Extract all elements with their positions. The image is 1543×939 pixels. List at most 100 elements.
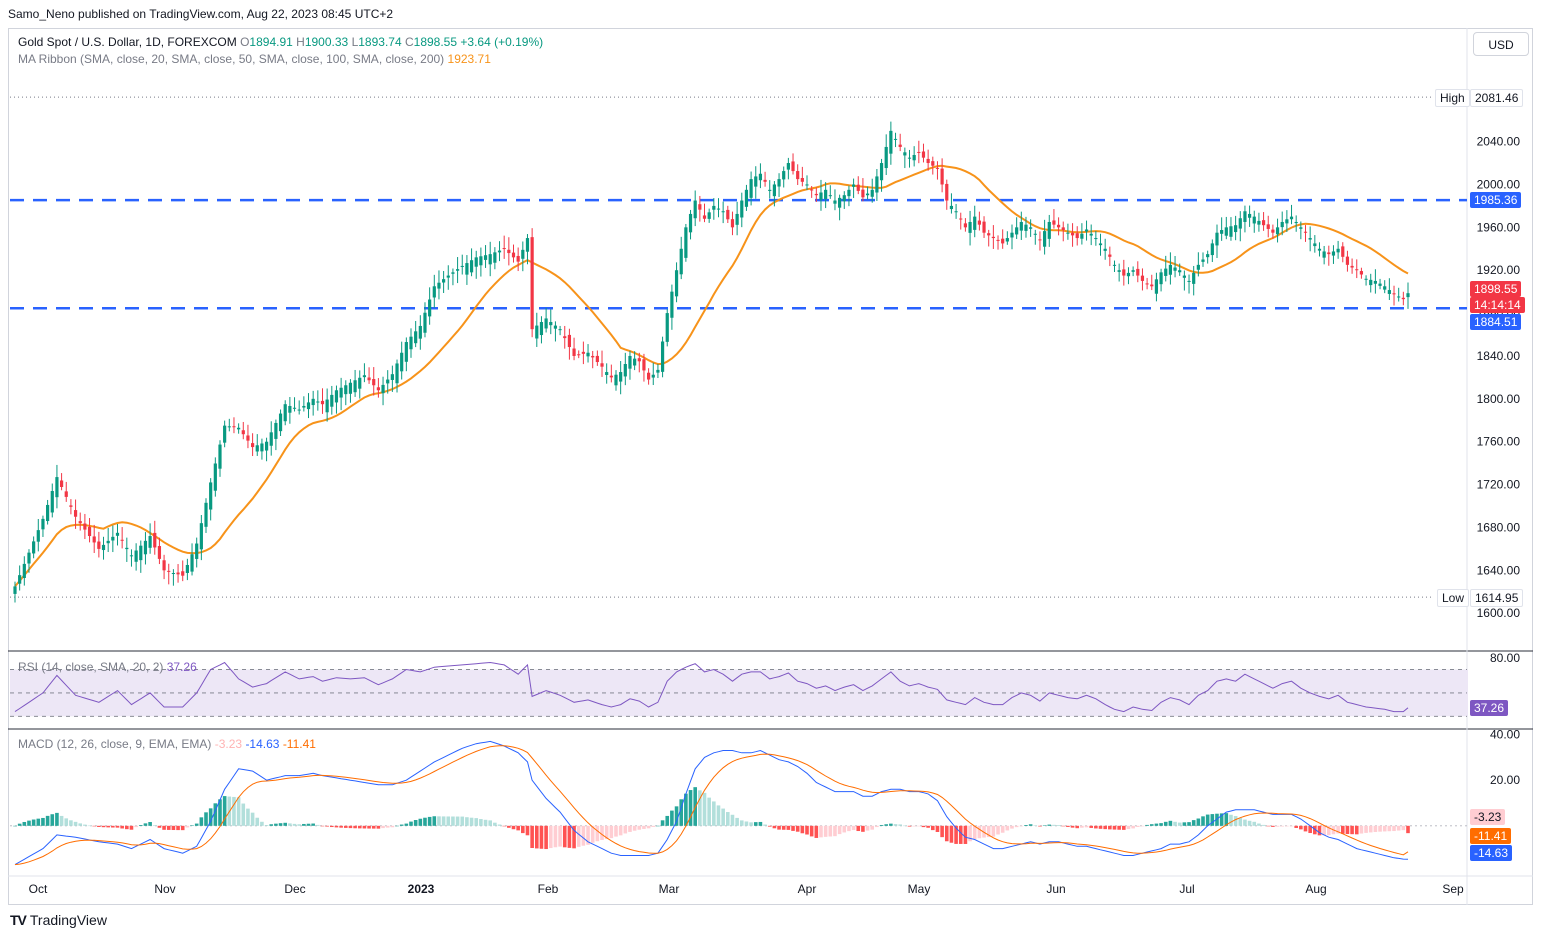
candle — [432, 274, 436, 308]
macd-histogram-bar — [87, 825, 92, 827]
symbol-legend[interactable]: Gold Spot / U.S. Dollar, 1D, FOREXCOM O1… — [18, 35, 543, 49]
candle-body — [488, 254, 492, 265]
candle-body — [115, 532, 120, 536]
candle — [940, 158, 944, 193]
candle-body — [1215, 232, 1219, 246]
candle-body — [1261, 220, 1266, 226]
macd-hist-value: -3.23 — [214, 737, 243, 751]
macd-histogram-bar — [1378, 825, 1382, 832]
candle-body — [1182, 275, 1186, 278]
macd-histogram-bar — [986, 825, 991, 838]
candle — [1280, 211, 1284, 236]
candle — [1336, 240, 1340, 259]
macd-histogram-bar — [1154, 823, 1159, 826]
macd-histogram-bar — [134, 825, 138, 828]
macd-histogram-bar — [479, 819, 483, 826]
candle-body — [912, 154, 916, 161]
candle-body — [362, 375, 367, 378]
candle-body — [530, 237, 534, 330]
macd-histogram-bar — [1224, 813, 1229, 826]
macd-legend[interactable]: MACD (12, 26, close, 9, EMA, EMA) -3.23 … — [18, 737, 316, 751]
currency-button[interactable]: USD — [1473, 32, 1529, 56]
candle-body — [334, 390, 339, 403]
macd-histogram-bar — [92, 825, 97, 827]
macd-histogram-bar — [1070, 825, 1075, 828]
macd-histogram-bar — [302, 823, 306, 826]
macd-histogram-bar — [129, 825, 134, 830]
candle-body — [959, 218, 963, 220]
candle — [1010, 224, 1014, 250]
candle-body — [1196, 264, 1200, 270]
candle — [870, 178, 874, 203]
candle — [698, 195, 702, 222]
candle-body — [968, 221, 972, 233]
candle — [1317, 242, 1322, 257]
macd-histogram-bar — [628, 825, 632, 832]
candle — [148, 523, 152, 554]
candle — [502, 235, 506, 259]
macd-histogram-bar — [767, 825, 772, 827]
candle-body — [754, 176, 758, 187]
candle-body — [772, 184, 776, 197]
candle-body — [1238, 218, 1242, 229]
macd-histogram-bar — [548, 825, 553, 849]
candle-body — [153, 532, 157, 548]
macd-histogram-bar — [404, 823, 409, 826]
macd-histogram-bar — [269, 824, 274, 826]
candle — [1098, 233, 1103, 256]
candle — [931, 156, 935, 175]
macd-tick-label: 40.00 — [1490, 728, 1520, 742]
ma-legend[interactable]: MA Ribbon (SMA, close, 20, SMA, close, 5… — [18, 52, 491, 66]
macd-histogram-bar — [1024, 825, 1028, 826]
candle — [22, 556, 26, 586]
macd-histogram-bar — [893, 824, 898, 826]
candle — [1187, 274, 1191, 294]
candle-body — [55, 477, 59, 498]
candle — [716, 198, 721, 218]
macd-histogram-bar — [1005, 825, 1010, 831]
macd-histogram-bar — [1382, 825, 1387, 832]
candle-body — [1178, 270, 1182, 273]
candle — [1140, 268, 1145, 291]
candle — [46, 499, 50, 525]
candle — [791, 153, 795, 175]
candle-body — [1117, 270, 1121, 272]
macd-histogram-bar — [576, 825, 581, 847]
candle-body — [1383, 286, 1387, 290]
candle-body — [828, 195, 832, 197]
candle — [1070, 223, 1075, 247]
candle-body — [1047, 221, 1051, 239]
candle-body — [926, 158, 930, 164]
candle-body — [665, 313, 669, 342]
macd-histogram-bar — [1294, 825, 1298, 828]
candle-body — [260, 443, 264, 452]
candle — [1047, 214, 1051, 247]
macd-histogram-bar — [1340, 825, 1345, 834]
candle — [1373, 269, 1377, 294]
candle — [493, 247, 497, 270]
time-tick-label: Dec — [284, 882, 305, 896]
candle — [1126, 267, 1131, 285]
candle-body — [227, 426, 231, 428]
candle — [1220, 217, 1224, 241]
candle-body — [325, 399, 329, 413]
candle-body — [1112, 264, 1117, 266]
candle — [763, 171, 767, 187]
candle-body — [209, 482, 213, 510]
candle — [1308, 226, 1312, 252]
macd-histogram-bar — [944, 825, 949, 842]
candle-body — [833, 200, 837, 204]
candle — [376, 378, 380, 398]
rsi-legend[interactable]: RSI (14, close, SMA, 20, 2) 37.26 — [18, 660, 197, 674]
candle-body — [726, 209, 730, 220]
candle — [1052, 209, 1056, 229]
macd-histogram-bar — [371, 825, 376, 829]
macd-histogram-bar — [879, 824, 884, 826]
macd-histogram-bar — [171, 825, 176, 831]
candle — [241, 421, 245, 440]
macd-histogram-bar — [721, 808, 725, 826]
macd-histogram-bar — [595, 825, 600, 842]
low-value-tag: 1614.95 — [1470, 589, 1524, 608]
macd-histogram-bar — [1052, 824, 1056, 826]
